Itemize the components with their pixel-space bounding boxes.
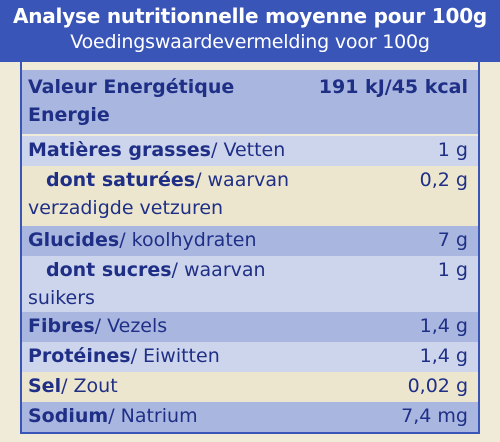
saturated-label-nl: / waarvan [195, 169, 290, 191]
fat-label: Matières grasses/ Vetten [28, 139, 285, 161]
fat-label-fr: Matières grasses [28, 139, 211, 161]
sodium-label-nl: / Natrium [108, 405, 198, 427]
protein-value: 1,4 g [419, 345, 468, 367]
fibre-label: Fibres/ Vezels [28, 315, 167, 337]
sugars-label-nl: / waarvan [171, 259, 266, 281]
energy-value: 191 kJ/45 kcal [318, 76, 468, 98]
row-carbs: Glucides/ koolhydraten 7 g [20, 226, 480, 256]
carbs-label-nl: / koolhydraten [119, 229, 257, 251]
salt-label-fr: Sel [28, 375, 62, 397]
carbs-value: 7 g [437, 229, 468, 251]
saturated-value: 0,2 g [419, 169, 468, 191]
sugars-label-line2: suikers [28, 287, 95, 309]
sodium-value: 7,4 mg [401, 405, 468, 427]
label-header: Analyse nutritionnelle moyenne pour 100g… [0, 0, 500, 62]
carbs-label: Glucides/ koolhydraten [28, 229, 257, 251]
fat-value: 1 g [437, 139, 468, 161]
protein-label-fr: Protéines [28, 345, 131, 367]
sugars-label: dont sucres/ waarvan [46, 259, 266, 281]
header-title-nl: Voedingswaardevermelding voor 100g [70, 31, 430, 53]
salt-label-nl: / Zout [61, 375, 118, 397]
protein-label-nl: / Eiwitten [130, 345, 220, 367]
row-sugars: dont sucres/ waarvan suikers 1 g [20, 256, 480, 316]
fat-label-nl: / Vetten [211, 139, 286, 161]
saturated-label-fr: dont saturées [46, 169, 196, 191]
header-title-fr: Analyse nutritionnelle moyenne pour 100g [12, 4, 488, 28]
row-protein: Protéines/ Eiwitten 1,4 g [20, 342, 480, 372]
row-energy: Valeur Energétique Energie 191 kJ/45 kca… [20, 70, 480, 134]
energy-label: Valeur Energétique [28, 76, 235, 98]
sugars-label-fr: dont sucres [46, 259, 172, 281]
protein-label: Protéines/ Eiwitten [28, 345, 220, 367]
salt-value: 0,02 g [407, 375, 468, 397]
saturated-label-line2: verzadigde vetzuren [28, 197, 224, 219]
row-fibre: Fibres/ Vezels 1,4 g [20, 312, 480, 342]
fibre-label-nl: / Vezels [94, 315, 168, 337]
sodium-label-fr: Sodium [28, 405, 109, 427]
fibre-label-fr: Fibres [28, 315, 95, 337]
row-fat: Matières grasses/ Vetten 1 g [20, 136, 480, 166]
energy-label-nl: Energie [28, 104, 110, 126]
sugars-value: 1 g [437, 259, 468, 281]
salt-label: Sel/ Zout [28, 375, 118, 397]
row-saturated: dont saturées/ waarvan verzadigde vetzur… [20, 166, 480, 226]
fibre-value: 1,4 g [419, 315, 468, 337]
row-salt: Sel/ Zout 0,02 g [20, 372, 480, 402]
saturated-label: dont saturées/ waarvan [46, 169, 289, 191]
carbs-label-fr: Glucides [28, 229, 120, 251]
row-sodium: Sodium/ Natrium 7,4 mg [20, 402, 480, 434]
sodium-label: Sodium/ Natrium [28, 405, 198, 427]
